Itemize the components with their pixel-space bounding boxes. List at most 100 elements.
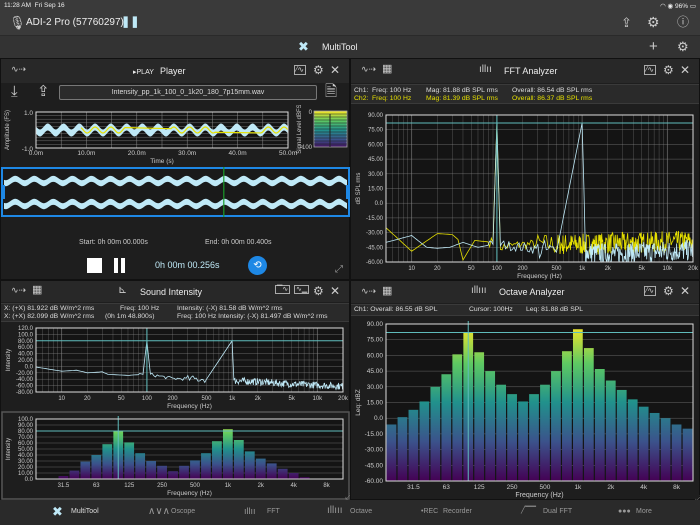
- device-name[interactable]: ADI-2 Pro (57760297): [26, 17, 124, 28]
- y-tick-label: -1.0: [22, 146, 34, 153]
- close-icon[interactable]: ✕: [330, 284, 341, 298]
- stop-button[interactable]: [87, 258, 102, 273]
- y-tick-label: -45.00: [365, 462, 384, 469]
- close-icon[interactable]: ✕: [680, 63, 691, 77]
- device-bar: 🎙︎ ADI-2 Pro (57760297) ❚❚ ⇪ ⚙ ⓘ: [0, 11, 700, 36]
- x-tick-label: 63: [443, 484, 451, 491]
- x-tick-label: 125: [474, 484, 485, 491]
- ch1-mag: Mag: 81.88 dB SPL rms: [426, 87, 498, 94]
- y-tick-label: 60.00: [367, 352, 384, 359]
- settings-gear-icon[interactable]: ⚙: [647, 14, 660, 30]
- x-tick-label: 50: [468, 266, 475, 272]
- status-right: ◠ ◉ 96% ▭: [660, 3, 696, 10]
- y-tick-label: 15.00: [367, 400, 384, 407]
- bar-160: [135, 453, 146, 479]
- add-icon[interactable]: +: [649, 38, 658, 55]
- graph-upper-icon[interactable]: ▔∿: [275, 285, 291, 294]
- y-tick-label: -45.00: [366, 245, 384, 251]
- bar-1k: [572, 329, 583, 481]
- close-icon[interactable]: ✕: [330, 63, 341, 77]
- x-tick-label: 20k: [338, 396, 349, 402]
- player-title: Player: [160, 66, 186, 76]
- waveform-chart: 1.0 -1.00.0m 10.0m 20.0m 30.0m 40.0m 50.0m Time…: [5, 105, 348, 165]
- export-icon[interactable]: ⇪: [37, 83, 50, 100]
- expand-icon: ⤢: [694, 493, 700, 501]
- multitool-bar: ✖ MultiTool + ⚙: [0, 36, 700, 58]
- waveform-overview[interactable]: [1, 167, 351, 219]
- graph-lower-icon[interactable]: ∿▁: [294, 285, 310, 294]
- plot-border: [35, 111, 289, 149]
- selection-handle-left: [1, 185, 5, 199]
- y-tick-label: 70.00: [18, 435, 34, 441]
- x-tick-label: 50: [118, 396, 125, 402]
- fft-settings-icon[interactable]: ⚙: [663, 63, 674, 77]
- y-axis-label: dB SPL rms: [356, 173, 362, 205]
- octave-settings-icon[interactable]: ⚙: [663, 284, 674, 298]
- y-tick-label: 30.00: [367, 384, 384, 391]
- x-tick-label: 200: [518, 266, 529, 272]
- export-data-icon[interactable]: ▦: [32, 284, 43, 296]
- player-settings-icon[interactable]: ⚙: [313, 63, 324, 77]
- x-tick-label: 31.5: [407, 484, 420, 491]
- bar-1k: [222, 429, 233, 479]
- bar-40: [69, 470, 80, 479]
- x-tick-label: 5k: [289, 396, 296, 402]
- octave-chart[interactable]: 90.00 75.00 60.00 45.00 30.00 15.00 0.0 -15.00 -…: [351, 317, 700, 501]
- y-axis-label: Leq: dBZ: [355, 389, 362, 415]
- y-tick-label: 20.00: [18, 465, 34, 471]
- file-info-icon[interactable]: 🗎: [325, 83, 338, 100]
- multitool-settings-icon[interactable]: ⚙: [677, 39, 689, 54]
- octave-bars-icon: ıllııı: [327, 505, 343, 516]
- input-routing-icon[interactable]: ∿⇢: [11, 64, 27, 74]
- intensity-settings-icon[interactable]: ⚙: [313, 284, 324, 298]
- export-data-icon[interactable]: ▦: [382, 63, 393, 75]
- info-icon[interactable]: ⓘ: [677, 15, 690, 29]
- input-routing-icon[interactable]: ∿⇢: [361, 64, 377, 74]
- input-routing-icon[interactable]: ∿⇢: [11, 285, 27, 295]
- bar-3.15k: [627, 399, 638, 481]
- y-tick-label: 90.00: [18, 423, 34, 429]
- x-tick-label: 10k: [312, 396, 323, 402]
- pause-button[interactable]: [114, 258, 118, 273]
- plot-border: [385, 114, 694, 263]
- readout-intensity2: Freq: 100 Hz Intensity: (-X) 81.497 dB W…: [177, 313, 328, 320]
- file-name-field[interactable]: Intensity_pp_1k_100_0_1k20_180_7p15mm.wa…: [59, 85, 317, 100]
- intensity-octave-chart[interactable]: 100.090.0080.0070.0060.0050.0040.0030.00…: [1, 411, 351, 501]
- overview-channel-1: [4, 175, 347, 187]
- bar-20: [386, 424, 397, 481]
- pause-button-bar[interactable]: [121, 258, 125, 273]
- share-icon[interactable]: ⇪: [621, 15, 632, 30]
- intensity-spectrum-chart[interactable]: 120.0100.080.0060.0040.0020.000.0-20.00-…: [1, 323, 351, 411]
- dual-fft-icon: ╱▔▔: [521, 507, 536, 514]
- pause-icon[interactable]: ❚❚: [121, 16, 140, 28]
- fft-chart[interactable]: 90.00 75.00 60.00 45.00 30.00 15.00 0.0 -15.00 -…: [351, 105, 700, 281]
- bar-315: [518, 401, 528, 481]
- expand-icon[interactable]: ⤢: [335, 264, 343, 275]
- bar-31.5: [58, 476, 69, 479]
- bar-4k: [638, 406, 649, 481]
- close-icon[interactable]: ✕: [680, 284, 691, 298]
- fft-header: ∿⇢ ▦ ıllıı FFT Analyzer ⁄∿ ⚙ ✕: [351, 59, 699, 83]
- loop-button[interactable]: ⟲: [248, 256, 267, 275]
- plot-border: [35, 418, 344, 480]
- bar-1.25k: [233, 440, 244, 479]
- input-routing-icon[interactable]: ∿⇢: [361, 286, 377, 296]
- graph-toggle-icon[interactable]: ⁄∿: [294, 65, 307, 75]
- bar-25: [397, 417, 408, 481]
- status-bar: 11:28 AM Fri Sep 16 ◠ ◉ 96% ▭: [0, 0, 700, 11]
- overview-channel-2: [4, 198, 347, 210]
- graph-toggle-icon[interactable]: ⁄∿: [644, 65, 657, 75]
- y-tick-label: -30.00: [365, 447, 384, 454]
- export-data-icon[interactable]: ▦: [382, 285, 393, 297]
- bar-630: [551, 371, 561, 481]
- octave-panel: ∿⇢ ▦ ıllııı Octave Analyzer ⁄∿ ⚙ ✕ Ch1: …: [350, 280, 700, 501]
- bar-1.6k: [594, 369, 605, 481]
- y-tick-label: 120.0: [18, 326, 34, 332]
- import-icon[interactable]: ⤓: [11, 83, 18, 100]
- y-tick-label: 100.0: [18, 417, 34, 423]
- microphone-icon[interactable]: 🎙︎: [9, 15, 26, 30]
- player-panel: ∿⇢ ▸PLAY Player ⁄∿ ⚙ ✕ ⤓ ⇪ Intensity_pp_…: [0, 58, 350, 280]
- y-axis-label: Amplitude (FS): [5, 110, 11, 150]
- ch2-label: Ch2:: [354, 95, 369, 102]
- graph-toggle-icon[interactable]: ⁄∿: [644, 286, 657, 296]
